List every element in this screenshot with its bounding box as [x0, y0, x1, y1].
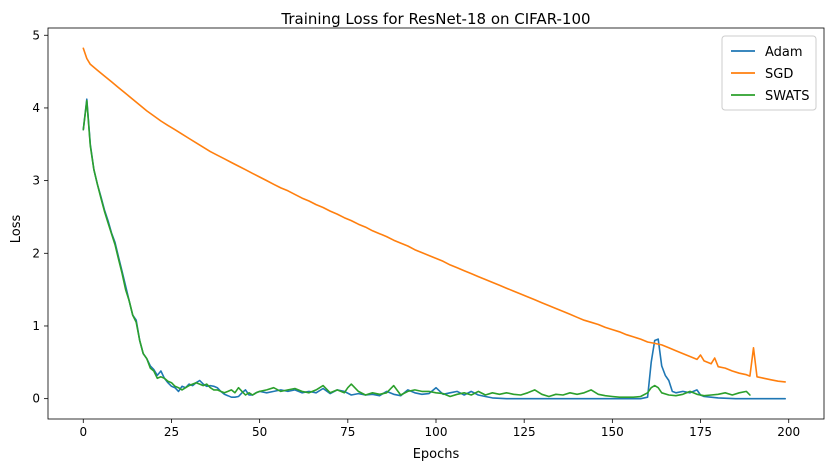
chart-title: Training Loss for ResNet-18 on CIFAR-100 [280, 10, 590, 28]
series-line-sgd [82, 47, 787, 383]
y-axis-title: Loss [9, 215, 24, 244]
x-tick-label: 0 [79, 425, 87, 439]
y-tick-label: 5 [32, 28, 40, 42]
y-tick-label: 0 [32, 392, 40, 406]
x-tick-label: 25 [164, 425, 179, 439]
y-axis-ticks: 0 1 2 3 4 5 [32, 28, 48, 406]
x-tick-label: 175 [689, 425, 712, 439]
series-lines [82, 47, 787, 400]
y-tick-label: 1 [32, 319, 40, 333]
x-axis-title: Epochs [413, 447, 460, 462]
legend-box [721, 35, 817, 111]
x-tick-label: 200 [777, 425, 800, 439]
x-tick-label: 75 [340, 425, 355, 439]
legend-label: Adam [765, 45, 803, 60]
x-tick-label: 125 [513, 425, 536, 439]
x-tick-label: 100 [425, 425, 448, 439]
plot-frame [47, 27, 825, 420]
legend: Adam SGD SWATS [721, 35, 817, 111]
x-tick-label: 150 [601, 425, 624, 439]
y-tick-label: 3 [32, 174, 40, 188]
x-tick-label: 50 [252, 425, 267, 439]
legend-label: SWATS [765, 89, 809, 104]
x-axis-ticks: 0 25 50 75 100 125 150 175 200 [79, 419, 800, 439]
series-line-swats [82, 99, 751, 399]
y-tick-label: 4 [32, 101, 40, 115]
legend-label: SGD [765, 67, 793, 82]
y-tick-label: 2 [32, 246, 40, 260]
